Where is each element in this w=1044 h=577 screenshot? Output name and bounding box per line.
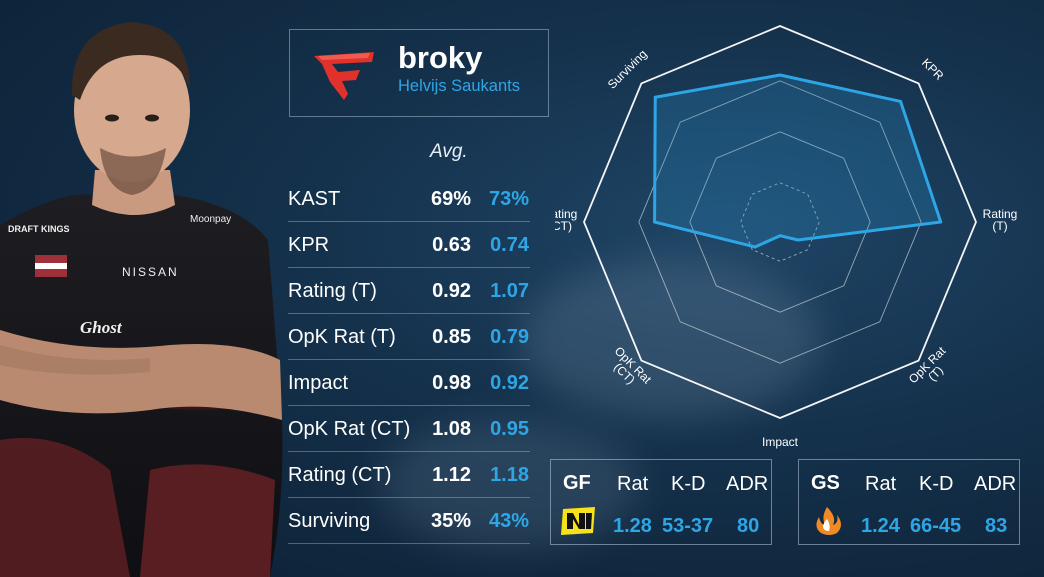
match-header-adr: ADR xyxy=(974,473,1017,495)
stat-value: 0.95 xyxy=(490,418,529,440)
stat-average: 0.92 xyxy=(432,280,471,302)
stat-row: OpK Rat (CT) 1.08 0.95 xyxy=(288,405,530,452)
match-header-kd: K-D xyxy=(671,473,706,495)
match-value-kd: 53-37 xyxy=(662,515,714,537)
match-value-rat: 1.28 xyxy=(613,515,652,537)
match-box-gs: GS Rat K-D ADR 1.24 66-45 83 xyxy=(798,459,1020,545)
stat-value: 0.92 xyxy=(490,372,529,394)
background-swirl xyxy=(520,260,820,420)
radar-ring xyxy=(740,182,820,262)
player-real-name: Helvijs Saukants xyxy=(398,77,520,95)
stat-label: OpK Rat (T) xyxy=(288,326,396,348)
stat-average: 69% xyxy=(430,188,471,210)
radar-axis-label: KPR xyxy=(919,56,947,84)
stat-value: 43% xyxy=(488,510,529,532)
stat-row: Rating (T) 0.92 1.07 xyxy=(288,267,530,314)
stat-label: Impact xyxy=(288,372,349,394)
radar-point-impact xyxy=(778,234,782,238)
stat-value: 73% xyxy=(488,188,529,210)
stat-average: 1.08 xyxy=(432,418,471,440)
radar-point-kast xyxy=(778,73,782,77)
player-photo: DRAFT KINGS Moonpay NISSAN Ghost xyxy=(0,22,283,577)
radar-axis-label: Surviving xyxy=(605,47,650,92)
jersey-sponsor-nissan: NISSAN xyxy=(122,265,179,279)
stat-average: 1.12 xyxy=(432,464,471,486)
radar-axis-label: OpK Rat(CT) xyxy=(603,344,654,395)
jersey-sponsor-ghost: Ghost xyxy=(80,318,123,337)
stat-row: KAST 69% 73% xyxy=(288,175,530,222)
jersey-sponsor-draftkings: DRAFT KINGS xyxy=(8,224,70,234)
stat-row: KPR 0.63 0.74 xyxy=(288,221,530,268)
stat-label: KAST xyxy=(288,188,341,210)
match-header-adr: ADR xyxy=(726,473,769,495)
player-nickname: broky xyxy=(398,40,483,75)
stat-label: Rating (CT) xyxy=(288,464,392,486)
radar-axis-label: Rating(CT) xyxy=(555,207,577,233)
stat-average: 0.63 xyxy=(432,234,471,256)
radar-series-polygon xyxy=(653,73,943,249)
radar-series xyxy=(653,73,943,249)
background-swirl xyxy=(380,420,640,550)
radar-ring xyxy=(583,25,977,419)
match-code: GS xyxy=(811,472,840,494)
navi-logo-icon xyxy=(561,507,595,535)
radar-point-rating-t xyxy=(939,220,943,224)
match-value-kd: 66-45 xyxy=(910,515,962,537)
match-value-rat: 1.24 xyxy=(861,515,900,537)
radar-point-surviving xyxy=(653,95,657,99)
radar-axis-label: Rating (T) xyxy=(983,207,1018,233)
radar-grid xyxy=(583,25,977,419)
match-value-adr: 83 xyxy=(985,515,1008,537)
stat-row: Surviving 35% 43% xyxy=(288,497,530,544)
avg-column-header: Avg. xyxy=(430,141,468,162)
stat-average: 35% xyxy=(430,510,471,532)
match-code: GF xyxy=(563,472,591,494)
copenhagen-flames-logo-icon xyxy=(816,507,841,535)
match-value-adr: 80 xyxy=(737,515,760,537)
radar-point-opk-rat-ct xyxy=(753,245,757,249)
stat-label: Rating (T) xyxy=(288,280,377,302)
stat-row: Rating (CT) 1.12 1.18 xyxy=(288,451,530,498)
stat-label: KPR xyxy=(288,234,330,256)
match-header-kd: K-D xyxy=(919,473,954,495)
faze-clan-logo-icon xyxy=(314,52,374,100)
stat-value: 1.18 xyxy=(490,464,529,486)
stat-value: 1.07 xyxy=(490,280,529,302)
match-box-gf: GF Rat K-D ADR 1.28 53-37 80 xyxy=(550,459,772,545)
player-name-card: broky Helvijs Saukants xyxy=(289,29,549,117)
match-header-rat: Rat xyxy=(617,473,649,495)
radar-point-rating-ct xyxy=(653,220,657,224)
radar-axis-label: OpK Rat(T) xyxy=(906,343,957,394)
jersey-sponsor-moonpay: Moonpay xyxy=(190,214,231,225)
stat-value: 0.74 xyxy=(490,234,529,256)
radar-point-kpr xyxy=(899,99,903,103)
match-header-rat: Rat xyxy=(865,473,897,495)
stat-row: OpK Rat (T) 0.85 0.79 xyxy=(288,313,530,360)
stat-label: Surviving xyxy=(288,510,371,532)
radar-ring xyxy=(638,80,922,364)
stat-row: Impact 0.98 0.92 xyxy=(288,359,530,406)
stat-average: 0.85 xyxy=(432,326,471,348)
stat-label: OpK Rat (CT) xyxy=(288,418,411,440)
radar-ring xyxy=(689,131,871,313)
radar-point-opk-rat-t xyxy=(796,238,800,242)
stat-average: 0.98 xyxy=(432,372,471,394)
radar-axis-label: Impact xyxy=(762,435,799,449)
stat-value: 0.79 xyxy=(490,326,529,348)
